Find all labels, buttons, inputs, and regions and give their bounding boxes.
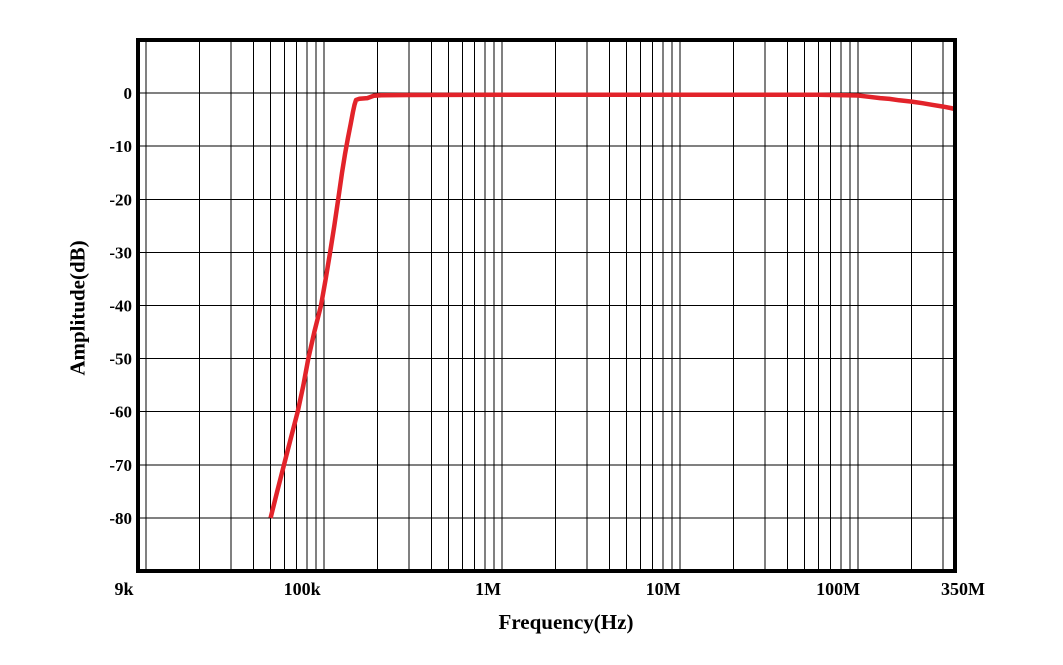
x-axis-title: Frequency(Hz)	[498, 610, 634, 634]
x-tick-label: 9k	[114, 579, 133, 599]
y-tick-label: -20	[109, 190, 132, 209]
y-tick-label: -50	[109, 350, 132, 369]
x-tick-label: 1M	[475, 579, 501, 599]
plot-frame	[136, 38, 957, 573]
y-tick-label: -70	[109, 456, 132, 475]
y-tick-label: -30	[109, 243, 132, 262]
y-tick-label: -80	[109, 509, 132, 528]
x-tick-label: 10M	[646, 579, 681, 599]
y-axis-title: Amplitude(dB)	[65, 240, 90, 376]
y-tick-label: -60	[109, 403, 132, 422]
amplitude-curve	[268, 92, 956, 519]
y-tick-label: -40	[109, 297, 132, 316]
x-tick-label: 100M	[816, 579, 860, 599]
x-tick-label: 350M	[941, 579, 985, 599]
x-tick-label: 100k	[284, 579, 321, 599]
y-tick-label: -10	[109, 137, 132, 156]
y-tick-label: 0	[124, 84, 133, 103]
